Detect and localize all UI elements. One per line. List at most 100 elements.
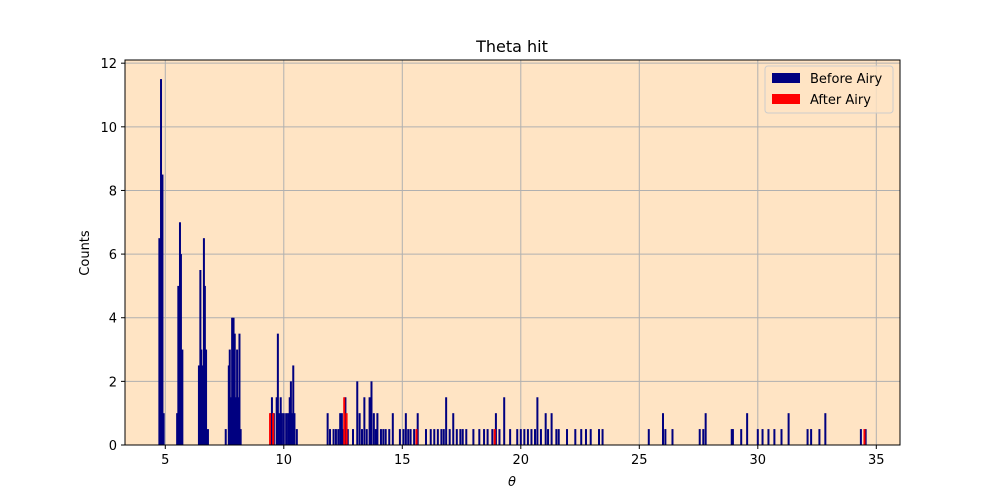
before-airy-bar <box>372 413 375 445</box>
before-airy-bar <box>177 285 180 445</box>
before-airy-bar <box>534 429 537 445</box>
x-tick-label: 35 <box>868 453 885 468</box>
after-airy-bar <box>343 397 346 445</box>
before-airy-bar <box>402 429 405 445</box>
before-airy-bar <box>382 429 385 445</box>
before-airy-bar <box>361 429 363 445</box>
before-airy-bar <box>483 429 486 445</box>
before-airy-bar <box>288 397 291 445</box>
before-airy-bar <box>429 429 432 445</box>
before-airy-bar <box>416 413 419 445</box>
before-airy-bar <box>232 317 235 445</box>
before-airy-bar <box>337 429 340 445</box>
before-airy-bar <box>287 413 290 445</box>
before-airy-bar <box>292 365 295 445</box>
before-airy-bar <box>698 429 701 445</box>
before-airy-bar <box>442 429 445 445</box>
before-airy-bar <box>519 429 522 445</box>
legend-label-before-airy: Before Airy <box>810 72 882 87</box>
before-airy-bar <box>280 413 283 445</box>
before-airy-bar <box>550 413 553 445</box>
before-airy-bar <box>203 285 206 445</box>
before-airy-bar <box>276 333 279 445</box>
before-airy-bar <box>806 429 809 445</box>
before-airy-bar <box>160 79 163 445</box>
before-airy-bar <box>368 397 371 445</box>
x-tick-label: 10 <box>276 453 293 468</box>
before-airy-bar <box>289 381 292 445</box>
before-airy-bar <box>574 429 577 445</box>
before-airy-bar <box>376 413 379 445</box>
x-tick-label: 30 <box>750 453 767 468</box>
before-airy-bar <box>384 429 387 445</box>
after-airy-bar <box>415 429 418 445</box>
before-airy-bar <box>455 429 458 445</box>
before-airy-bar <box>436 429 439 445</box>
before-airy-bar <box>201 365 204 445</box>
legend-swatch-after-airy <box>772 94 800 104</box>
before-airy-bar <box>278 413 281 445</box>
before-airy-bar <box>555 429 558 445</box>
before-airy-bar <box>494 413 497 445</box>
x-axis-ticks: 5 10 15 20 25 30 35 <box>161 445 885 468</box>
before-airy-bar <box>275 397 278 445</box>
grid-lines <box>125 60 900 446</box>
before-airy-bar <box>237 397 240 445</box>
before-airy-bar <box>334 429 337 445</box>
x-tick-label: 15 <box>394 453 411 468</box>
before-airy-bar <box>181 349 184 445</box>
after-airy-bars <box>269 397 866 445</box>
before-airy-bar <box>228 349 231 445</box>
after-airy-bar <box>269 413 272 445</box>
before-airy-bar <box>398 429 401 445</box>
legend-swatch-before-airy <box>772 73 800 83</box>
x-tick-label: 25 <box>631 453 648 468</box>
before-airy-bar <box>452 413 455 445</box>
before-airy-bar <box>671 429 674 445</box>
before-airy-bar <box>238 333 241 445</box>
after-airy-bar <box>272 413 275 445</box>
after-airy-bar <box>493 429 496 445</box>
before-airy-bar <box>818 429 821 445</box>
before-airy-bar <box>478 429 481 445</box>
before-airy-bar <box>234 397 237 445</box>
before-airy-bar <box>465 429 468 445</box>
before-airy-bar <box>756 429 759 445</box>
before-airy-bar <box>702 429 705 445</box>
before-airy-bar <box>864 429 867 445</box>
before-airy-bar <box>388 429 391 445</box>
before-airy-bar <box>339 413 342 445</box>
before-airy-bar <box>445 397 448 445</box>
before-airy-bar <box>787 413 790 445</box>
before-airy-bar <box>530 429 533 445</box>
before-airy-bar <box>374 429 377 445</box>
before-airy-bar <box>780 429 783 445</box>
before-airy-bar <box>352 429 354 445</box>
before-airy-bar <box>200 349 203 445</box>
before-airy-bar <box>224 429 227 445</box>
before-airy-bar <box>346 429 349 445</box>
before-airy-bar <box>498 429 501 445</box>
y-axis-label: Counts <box>78 230 93 276</box>
before-airy-bar <box>291 413 294 445</box>
before-airy-bar <box>407 429 410 445</box>
before-airy-bar <box>459 429 462 445</box>
before-airy-bar <box>231 317 234 445</box>
before-airy-bar <box>358 413 361 445</box>
before-airy-bar <box>239 429 242 445</box>
after-airy-bar <box>345 413 348 445</box>
before-airy-bar <box>761 429 764 445</box>
before-airy-bar <box>486 429 489 445</box>
before-airy-bar <box>440 429 443 445</box>
before-airy-bar <box>536 397 539 445</box>
before-airy-bar <box>206 429 209 445</box>
before-airy-bar <box>279 397 282 445</box>
before-airy-bar <box>730 429 733 445</box>
before-airy-bar <box>472 429 475 445</box>
y-tick-label: 8 <box>109 184 117 199</box>
before-airy-bar <box>662 413 664 445</box>
before-airy-bar <box>179 254 182 445</box>
before-airy-bar <box>544 413 547 445</box>
before-airy-bar <box>491 429 494 445</box>
before-airy-bar <box>326 413 329 445</box>
